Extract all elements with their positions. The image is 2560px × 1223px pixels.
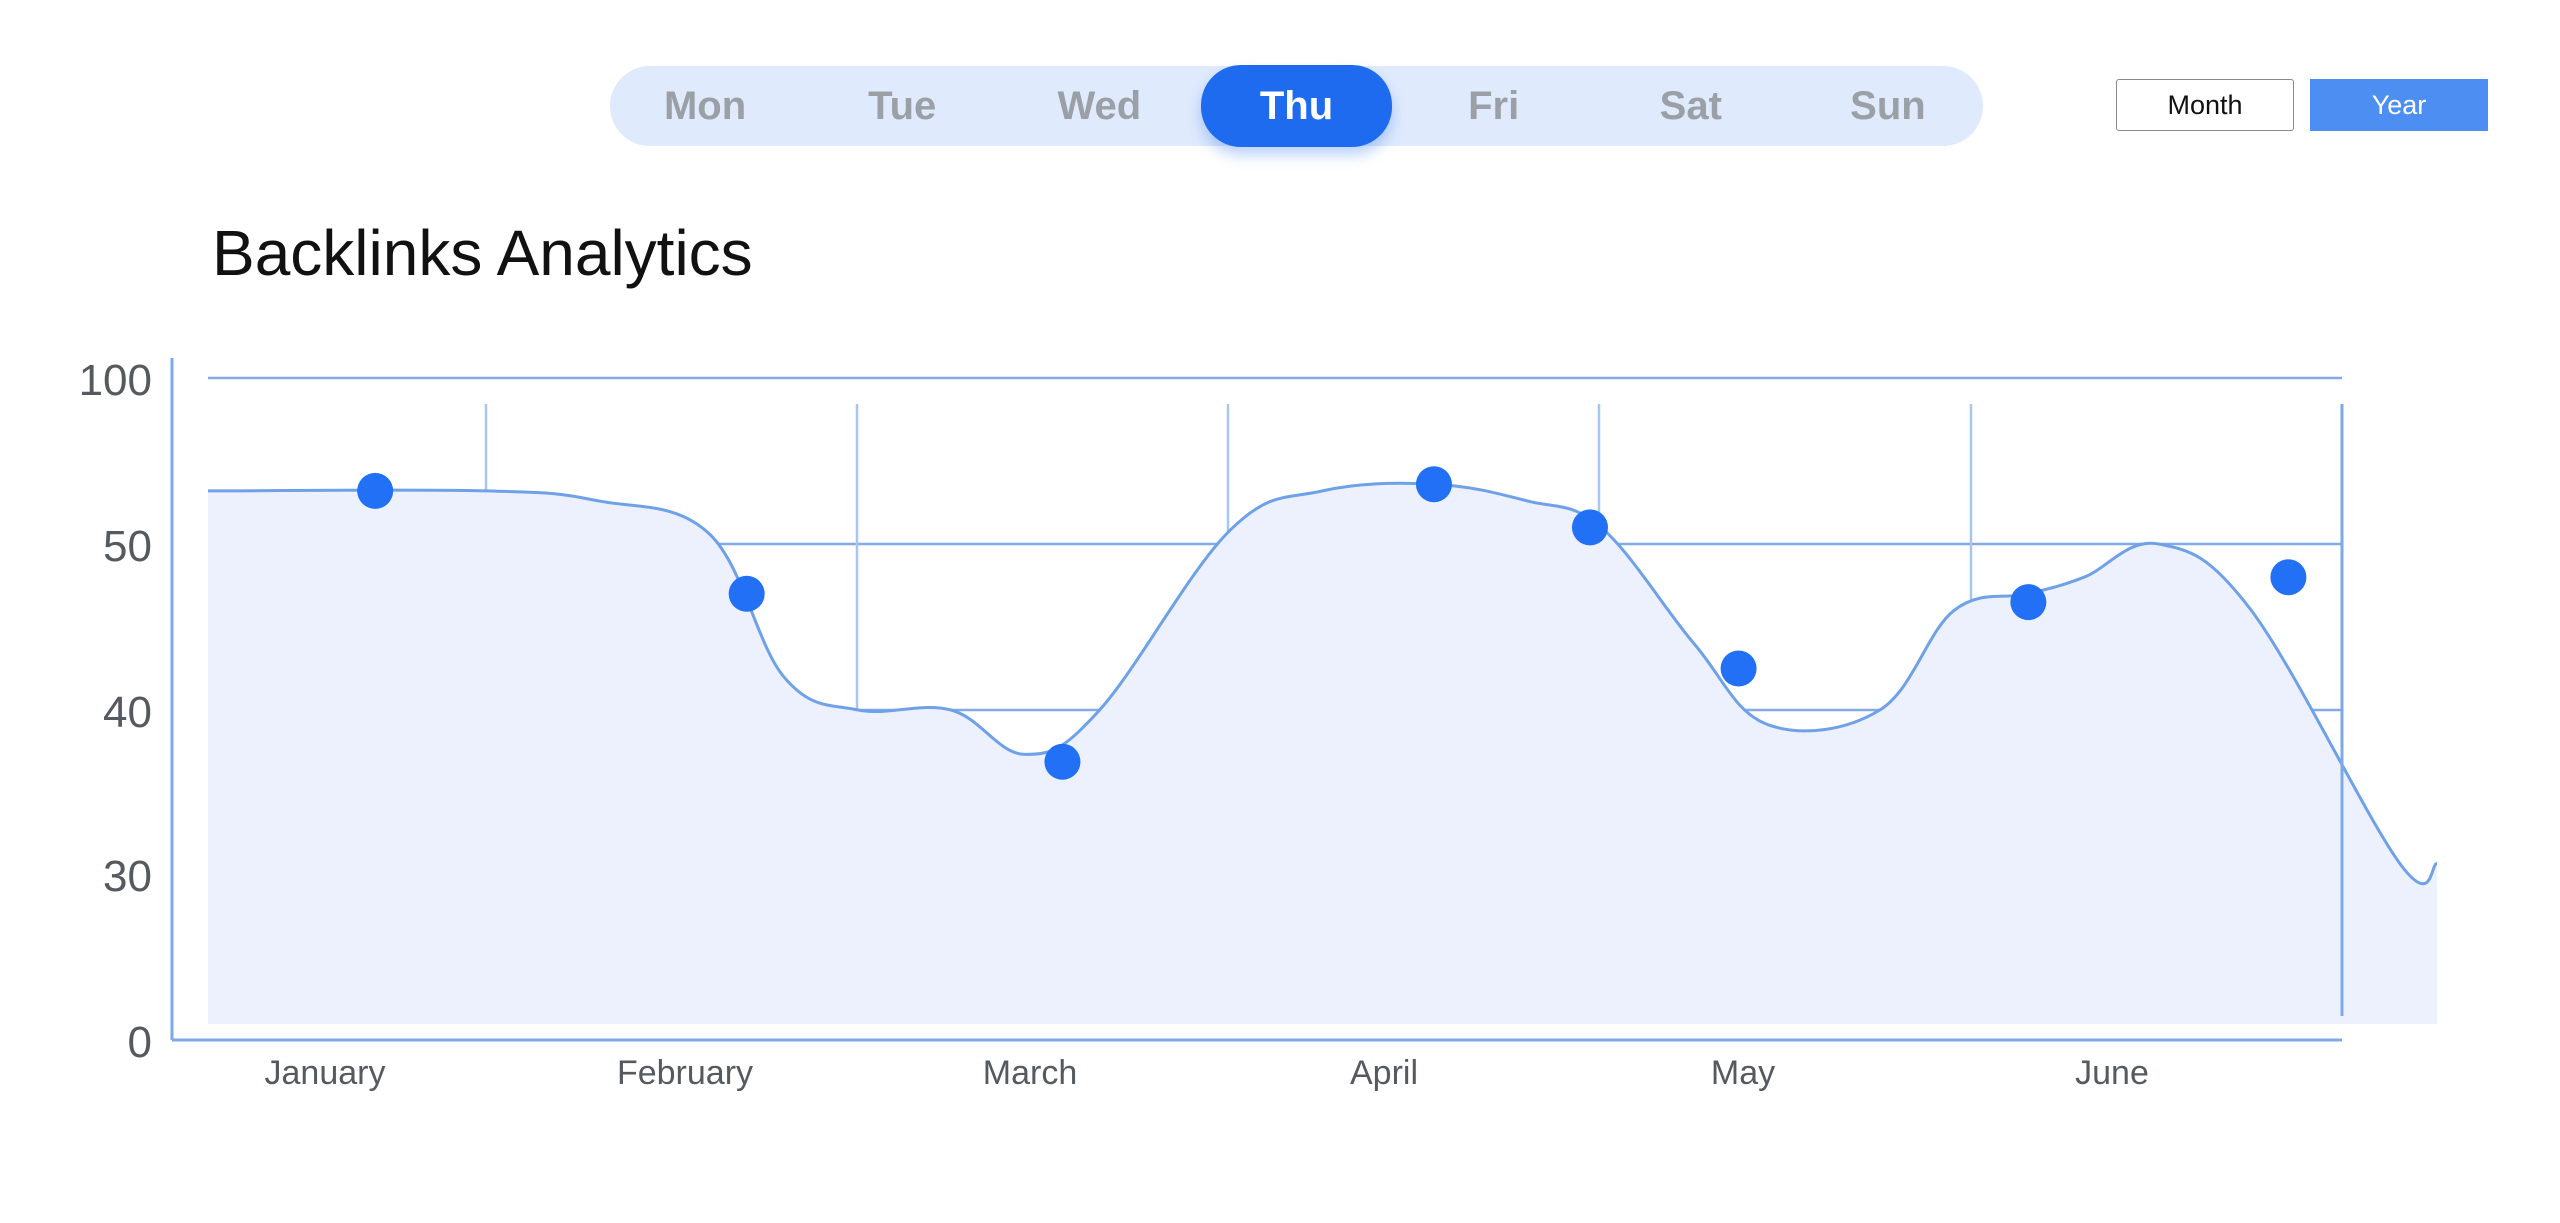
x-tick-label-march: March xyxy=(983,1054,1077,1092)
day-tab-sat[interactable]: Sat xyxy=(1659,83,1722,128)
x-tick-label-may: May xyxy=(1711,1054,1775,1092)
day-selector: Mon Tue Wed Thu Fri Sat Sun xyxy=(610,65,1983,147)
day-tab-wed[interactable]: Wed xyxy=(1057,83,1142,128)
x-tick-label-january: January xyxy=(265,1054,386,1092)
data-point-8 xyxy=(2270,559,2307,596)
y-tick-label-30: 30 xyxy=(103,852,152,901)
series-area xyxy=(208,483,2437,1025)
y-tick-label-40: 40 xyxy=(103,688,152,737)
data-point-7 xyxy=(2010,584,2047,621)
data-point-4 xyxy=(1415,466,1452,503)
day-tab-thu[interactable]: Thu xyxy=(1201,65,1392,147)
x-tick-label-june: June xyxy=(2075,1054,2149,1092)
data-point-5 xyxy=(1571,509,1608,546)
month-button[interactable]: Month xyxy=(2116,79,2294,131)
chart-title: Backlinks Analytics xyxy=(212,217,753,289)
day-tab-sun[interactable]: Sun xyxy=(1850,83,1926,128)
data-point-3 xyxy=(1044,743,1081,780)
y-tick-label-100: 100 xyxy=(79,356,152,405)
day-tab-fri[interactable]: Fri xyxy=(1468,83,1520,128)
data-point-1 xyxy=(357,472,394,509)
y-tick-label-0: 0 xyxy=(128,1018,152,1067)
day-tab-mon[interactable]: Mon xyxy=(663,83,747,128)
year-button[interactable]: Year xyxy=(2310,79,2488,131)
x-tick-label-april: April xyxy=(1350,1054,1418,1092)
y-tick-label-50: 50 xyxy=(103,522,152,571)
x-tick-label-february: February xyxy=(617,1054,753,1092)
day-tab-tue[interactable]: Tue xyxy=(868,83,937,128)
data-point-2 xyxy=(728,575,765,612)
data-point-6 xyxy=(1720,650,1757,687)
